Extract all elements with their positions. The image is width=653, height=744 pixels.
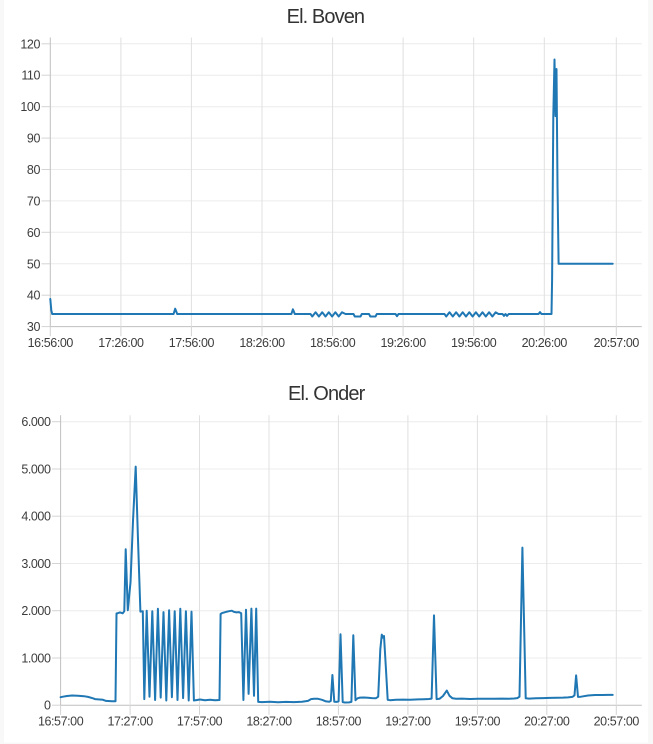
svg-text:40: 40 [27, 289, 41, 303]
svg-text:19:57:00: 19:57:00 [455, 714, 501, 728]
svg-text:120: 120 [20, 37, 40, 51]
svg-text:50: 50 [27, 257, 41, 271]
svg-text:90: 90 [27, 132, 41, 146]
svg-text:17:27:00: 17:27:00 [107, 714, 153, 728]
svg-text:18:56:00: 18:56:00 [310, 336, 356, 350]
svg-text:El. Onder: El. Onder [288, 383, 366, 405]
svg-text:16:57:00: 16:57:00 [38, 714, 84, 728]
svg-text:17:26:00: 17:26:00 [98, 336, 144, 350]
svg-text:6.000: 6.000 [21, 415, 51, 429]
svg-text:20:26:00: 20:26:00 [522, 336, 568, 350]
svg-text:80: 80 [27, 163, 41, 177]
svg-text:100: 100 [20, 100, 40, 114]
svg-text:1.000: 1.000 [21, 652, 51, 666]
svg-text:20:27:00: 20:27:00 [524, 714, 570, 728]
svg-text:16:56:00: 16:56:00 [28, 336, 74, 350]
svg-text:5.000: 5.000 [21, 463, 51, 477]
svg-text:18:57:00: 18:57:00 [316, 714, 362, 728]
svg-text:70: 70 [27, 194, 41, 208]
svg-text:3.000: 3.000 [21, 557, 51, 571]
svg-text:110: 110 [21, 69, 40, 83]
svg-text:30: 30 [27, 320, 41, 334]
svg-text:20:57:00: 20:57:00 [594, 336, 640, 350]
svg-text:18:27:00: 18:27:00 [246, 714, 292, 728]
svg-text:18:26:00: 18:26:00 [239, 336, 285, 350]
svg-text:20:57:00: 20:57:00 [594, 714, 640, 728]
svg-text:60: 60 [27, 226, 41, 240]
svg-text:19:56:00: 19:56:00 [451, 336, 497, 350]
svg-text:4.000: 4.000 [21, 510, 51, 524]
svg-text:19:27:00: 19:27:00 [385, 714, 431, 728]
svg-text:17:57:00: 17:57:00 [177, 714, 223, 728]
svg-text:2.000: 2.000 [21, 604, 51, 618]
svg-text:17:56:00: 17:56:00 [169, 336, 215, 350]
svg-text:El. Boven: El. Boven [287, 6, 365, 28]
svg-text:19:26:00: 19:26:00 [380, 336, 426, 350]
svg-text:0: 0 [44, 699, 51, 713]
